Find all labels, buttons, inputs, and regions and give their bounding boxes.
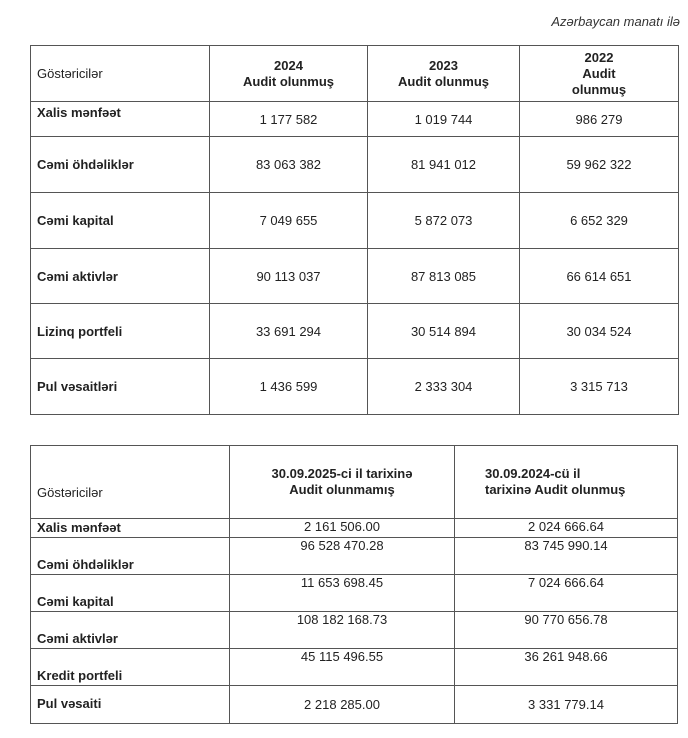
cell-value: 5 872 073 bbox=[367, 192, 520, 249]
cell-value: 3 315 713 bbox=[519, 358, 679, 415]
cell-value: 90 770 656.78 bbox=[454, 611, 678, 649]
row-label: Pul vəsaiti bbox=[30, 685, 230, 724]
cell-value: 2 333 304 bbox=[367, 358, 520, 415]
cell-value: 36 261 948.66 bbox=[454, 648, 678, 686]
table-header-row: Göstəricilər 2024 Audit olunmuş 2023 Audit… bbox=[30, 45, 679, 102]
header-year: 2022 bbox=[584, 49, 614, 65]
table-row: Cəmi kapital 11 653 698.45 7 024 666.64 bbox=[30, 574, 678, 612]
header-2022: 2022 Audit olunmuş bbox=[519, 45, 679, 102]
header-2024-audited: 30.09.2024-cü il tarixinə Audit olunmuş bbox=[454, 445, 678, 519]
table-row: Lizinq portfeli 33 691 294 30 514 894 30… bbox=[30, 303, 679, 359]
table-row: Cəmi öhdəliklər 96 528 470.28 83 745 990… bbox=[30, 537, 678, 575]
cell-value: 1 019 744 bbox=[367, 101, 520, 137]
cell-value: 33 691 294 bbox=[209, 303, 368, 359]
cell-value: 6 652 329 bbox=[519, 192, 679, 249]
currency-note: Azərbaycan manatı ilə bbox=[551, 14, 680, 29]
row-label: Cəmi öhdəliklər bbox=[30, 537, 230, 575]
table-row: Cəmi aktivlər 90 113 037 87 813 085 66 6… bbox=[30, 248, 679, 304]
row-label: Kredit portfeli bbox=[30, 648, 230, 686]
header-indicators: Göstəricilər bbox=[30, 445, 230, 519]
table-row: Cəmi kapital 7 049 655 5 872 073 6 652 3… bbox=[30, 192, 679, 249]
cell-value: 2 024 666.64 bbox=[454, 518, 678, 538]
cell-value: 30 034 524 bbox=[519, 303, 679, 359]
row-label: Cəmi kapital bbox=[30, 574, 230, 612]
cell-value: 59 962 322 bbox=[519, 136, 679, 193]
row-label: Xalis mənfəət bbox=[30, 518, 230, 538]
cell-value: 2 218 285.00 bbox=[229, 685, 455, 724]
header-2023: 2023 Audit olunmuş bbox=[367, 45, 520, 102]
table-row: Pul vəsaitləri 1 436 599 2 333 304 3 315… bbox=[30, 358, 679, 415]
annual-indicators-table: Göstəricilər 2024 Audit olunmuş 2023 Audit… bbox=[30, 45, 679, 415]
row-label: Cəmi öhdəliklər bbox=[30, 136, 210, 193]
cell-value: 1 177 582 bbox=[209, 101, 368, 137]
cell-value: 2 161 506.00 bbox=[229, 518, 455, 538]
cell-value: 45 115 496.55 bbox=[229, 648, 455, 686]
cell-value: 11 653 698.45 bbox=[229, 574, 455, 612]
header-year: 2023 bbox=[429, 57, 458, 73]
table-row: Pul vəsaiti 2 218 285.00 3 331 779.14 bbox=[30, 685, 678, 724]
table-row: Xalis mənfəət 2 161 506.00 2 024 666.64 bbox=[30, 518, 678, 538]
cell-value: 87 813 085 bbox=[367, 248, 520, 304]
cell-value: 30 514 894 bbox=[367, 303, 520, 359]
header-2025-unaudited: 30.09.2025-ci il tarixinə Audit olunmamı… bbox=[229, 445, 455, 519]
header-status: Audit olunmuş bbox=[398, 73, 489, 89]
cell-value: 1 436 599 bbox=[209, 358, 368, 415]
row-label: Pul vəsaitləri bbox=[30, 358, 210, 415]
header-indicators: Göstəricilər bbox=[30, 45, 210, 102]
cell-value: 83 745 990.14 bbox=[454, 537, 678, 575]
table-row: Cəmi aktivlər 108 182 168.73 90 770 656.… bbox=[30, 611, 678, 649]
header-year: 2024 bbox=[274, 57, 303, 73]
row-label: Xalis mənfəət bbox=[30, 101, 210, 137]
header-status: Audit olunmuş bbox=[243, 73, 334, 89]
row-label: Cəmi aktivlər bbox=[30, 611, 230, 649]
row-label: Cəmi aktivlər bbox=[30, 248, 210, 304]
table-header-row: Göstəricilər 30.09.2025-ci il tarixinə A… bbox=[30, 445, 678, 519]
interim-indicators-table: Göstəricilər 30.09.2025-ci il tarixinə A… bbox=[30, 445, 678, 724]
header-status: Audit olunmuş bbox=[571, 65, 627, 97]
cell-value: 96 528 470.28 bbox=[229, 537, 455, 575]
cell-value: 108 182 168.73 bbox=[229, 611, 455, 649]
cell-value: 986 279 bbox=[519, 101, 679, 137]
cell-value: 66 614 651 bbox=[519, 248, 679, 304]
cell-value: 7 049 655 bbox=[209, 192, 368, 249]
row-label: Cəmi kapital bbox=[30, 192, 210, 249]
cell-value: 7 024 666.64 bbox=[454, 574, 678, 612]
row-label: Lizinq portfeli bbox=[30, 303, 210, 359]
table-row: Kredit portfeli 45 115 496.55 36 261 948… bbox=[30, 648, 678, 686]
cell-value: 3 331 779.14 bbox=[454, 685, 678, 724]
table-row: Xalis mənfəət 1 177 582 1 019 744 986 27… bbox=[30, 101, 679, 137]
table-row: Cəmi öhdəliklər 83 063 382 81 941 012 59… bbox=[30, 136, 679, 193]
header-2024: 2024 Audit olunmuş bbox=[209, 45, 368, 102]
cell-value: 83 063 382 bbox=[209, 136, 368, 193]
cell-value: 81 941 012 bbox=[367, 136, 520, 193]
cell-value: 90 113 037 bbox=[209, 248, 368, 304]
